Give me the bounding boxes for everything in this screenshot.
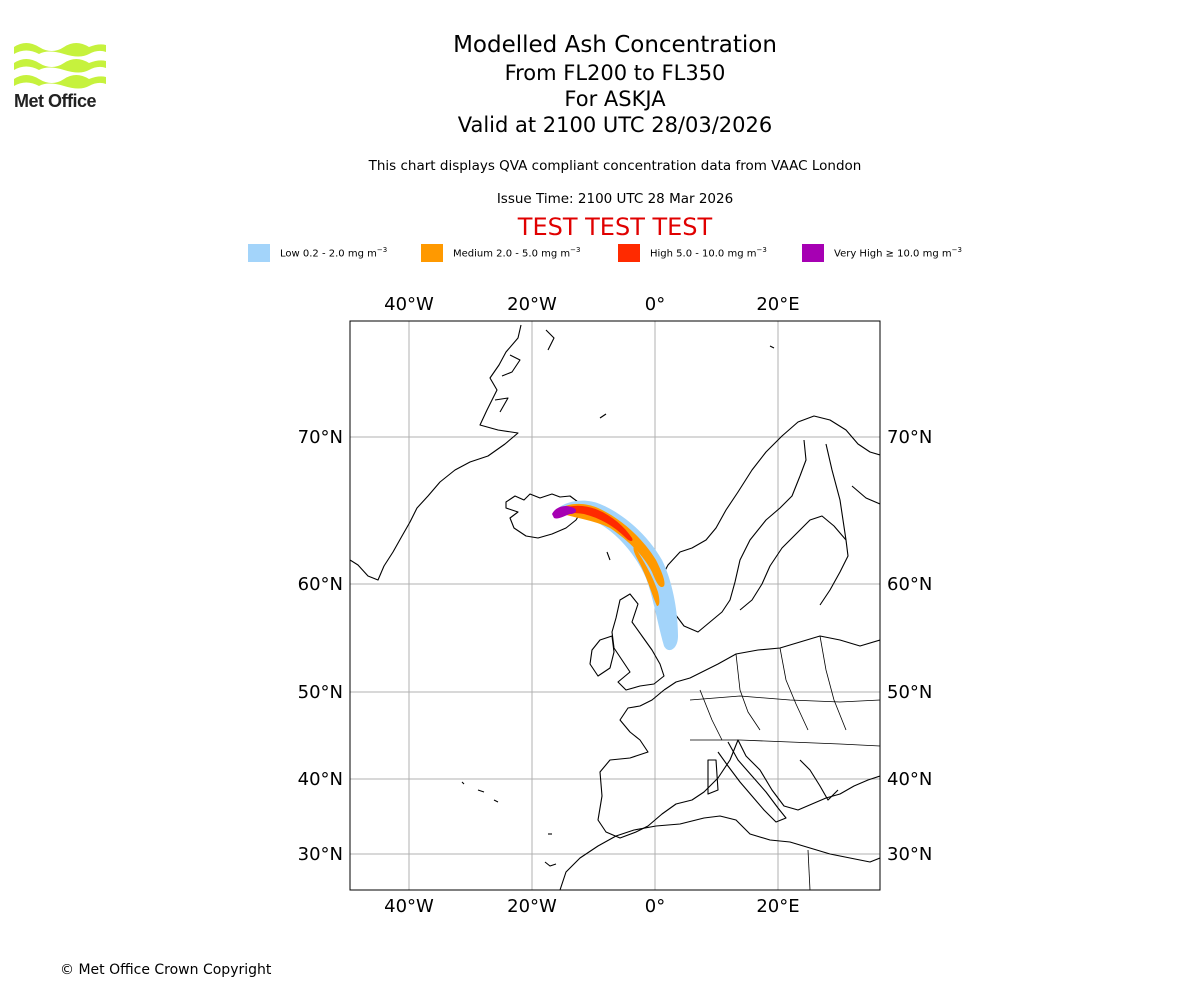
legend-unit-exponent: −3 <box>951 246 962 255</box>
lat-tick-left-40n: 40°N <box>298 769 343 790</box>
ash-plume-very-high <box>552 506 577 519</box>
lon-tick-bottom-0: 0° <box>645 896 665 917</box>
map-frame <box>349 320 881 891</box>
north-africa-coastline <box>559 815 880 890</box>
legend-item-medium: Medium 2.0 - 5.0 mg m−3 <box>421 244 580 262</box>
met-office-logo-text: Met Office <box>14 91 97 111</box>
legend-swatch-low <box>248 244 270 262</box>
greenland-coastline <box>350 324 522 581</box>
lat-tick-left-70n: 70°N <box>298 427 343 448</box>
legend-item-high: High 5.0 - 10.0 mg m−3 <box>618 244 767 262</box>
lat-tick-right-70n: 70°N <box>887 427 932 448</box>
scandinavia-coastline <box>659 415 880 581</box>
flight-level-range: From FL200 to FL350 <box>504 61 726 85</box>
lat-tick-left-50n: 50°N <box>298 682 343 703</box>
legend-swatch-medium <box>421 244 443 262</box>
lon-tick-top-0: 0° <box>645 294 665 315</box>
ireland-coastline <box>589 635 615 677</box>
lat-tick-right-40n: 40°N <box>887 769 932 790</box>
legend-unit-exponent: −3 <box>570 246 581 255</box>
copyright-notice: © Met Office Crown Copyright <box>60 962 272 978</box>
test-banner: TEST TEST TEST <box>517 213 713 241</box>
lon-tick-top-20e: 20°E <box>756 294 799 315</box>
legend-item-low: Low 0.2 - 2.0 mg m−3 <box>248 244 387 262</box>
ash-plume <box>552 500 678 651</box>
lat-tick-right-30n: 30°N <box>887 844 932 865</box>
compliance-note: This chart displays QVA compliant concen… <box>368 158 862 174</box>
chart-title: Modelled Ash Concentration <box>453 32 777 58</box>
italy-coastline <box>717 741 787 823</box>
legend-label-high: High 5.0 - 10.0 mg m <box>650 248 757 260</box>
legend-label-low: Low 0.2 - 2.0 mg m <box>280 248 377 260</box>
volcano-name: For ASKJA <box>564 87 666 111</box>
issue-time: Issue Time: 2100 UTC 28 Mar 2026 <box>496 191 734 207</box>
lat-tick-left-60n: 60°N <box>298 574 343 595</box>
map-gridlines <box>350 321 880 890</box>
valid-time: Valid at 2100 UTC 28/03/2026 <box>457 113 773 137</box>
lon-tick-top-40w: 40°W <box>384 294 434 315</box>
lon-tick-bottom-20w: 20°W <box>507 896 557 917</box>
legend-item-very-high: Very High ≥ 10.0 mg m−3 <box>802 244 962 262</box>
lon-tick-bottom-40w: 40°W <box>384 896 434 917</box>
lon-tick-bottom-20e: 20°E <box>756 896 799 917</box>
legend-unit-exponent: −3 <box>376 246 388 255</box>
legend-swatch-high <box>618 244 640 262</box>
europe-coastline <box>663 635 880 691</box>
coastlines <box>350 324 880 890</box>
lat-tick-right-50n: 50°N <box>887 682 932 703</box>
legend-unit-exponent: −3 <box>756 246 767 255</box>
ash-plume-medium-tail <box>633 546 660 606</box>
lat-tick-right-60n: 60°N <box>887 574 932 595</box>
lat-tick-left-30n: 30°N <box>298 844 343 865</box>
legend-label-medium: Medium 2.0 - 5.0 mg m <box>453 248 571 260</box>
lon-tick-top-20w: 20°W <box>507 294 557 315</box>
legend-swatch-very-high <box>802 244 824 262</box>
met-office-logo-icon <box>14 43 106 89</box>
legend-label-very-high: Very High ≥ 10.0 mg m <box>834 248 952 260</box>
